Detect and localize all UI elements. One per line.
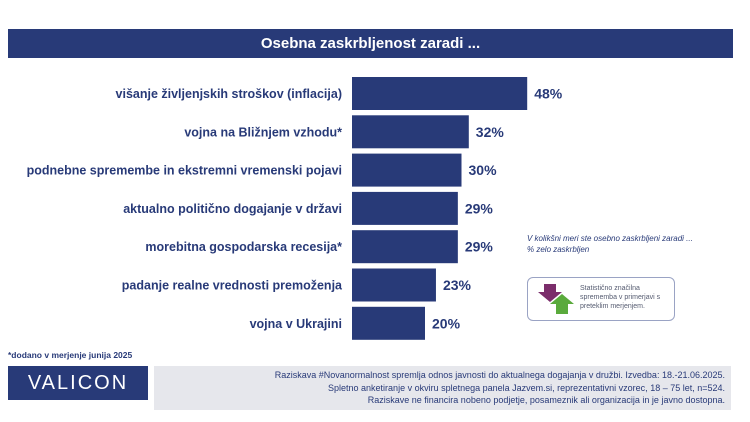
bar	[352, 230, 458, 264]
category-label: višanje življenjskih stroškov (inflacija…	[116, 87, 342, 101]
category-label: vojna v Ukrajini	[250, 317, 342, 331]
value-label: 32%	[476, 124, 505, 140]
legend-text: Statistično značilna sprememba v primerj…	[580, 285, 661, 310]
category-label: padanje realne vrednosti premoženja	[122, 279, 343, 293]
source-line-2: Spletno anketiranje v okviru spletnega p…	[328, 382, 725, 393]
change-arrows-icon	[538, 284, 574, 314]
bar	[352, 77, 528, 110]
category-label: aktualno politično dogajanje v državi	[123, 202, 342, 216]
bar	[352, 306, 425, 340]
bar	[352, 153, 462, 187]
category-label: vojna na Bližnjem vzhodu*	[184, 125, 342, 139]
significance-legend: Statistično značilna sprememba v primerj…	[527, 277, 675, 321]
arrow-up-icon	[550, 294, 574, 314]
bar	[352, 115, 469, 149]
value-label: 29%	[465, 239, 494, 255]
value-label: 20%	[432, 315, 461, 331]
valicon-logo: VALICON	[8, 366, 148, 400]
value-label: 23%	[443, 277, 472, 293]
bar	[352, 191, 458, 225]
bar	[352, 268, 436, 302]
source-info: Raziskava #Novanormalnost spremlja odnos…	[154, 366, 731, 410]
source-line-3: Raziskave ne financira nobeno podjetje, …	[367, 395, 725, 405]
value-label: 29%	[465, 200, 494, 216]
value-label: 30%	[469, 162, 498, 178]
measure-text: % zelo zaskrbljen	[527, 245, 590, 254]
source-line-1: Raziskava #Novanormalnost spremlja odnos…	[274, 370, 725, 380]
category-label: morebitna gospodarska recesija*	[145, 240, 342, 254]
value-label: 48%	[534, 86, 563, 102]
question-note: V kolikšni meri ste osebno zaskrbljeni z…	[527, 233, 717, 255]
category-label: podnebne spremembe in ekstremni vremensk…	[27, 164, 342, 178]
chart-title: Osebna zaskrbljenost zaradi ...	[8, 29, 733, 58]
arrow-down-icon	[538, 284, 562, 302]
footnote: *dodano v merjenje junija 2025	[8, 350, 133, 360]
question-text: V kolikšni meri ste osebno zaskrbljeni z…	[527, 234, 693, 243]
